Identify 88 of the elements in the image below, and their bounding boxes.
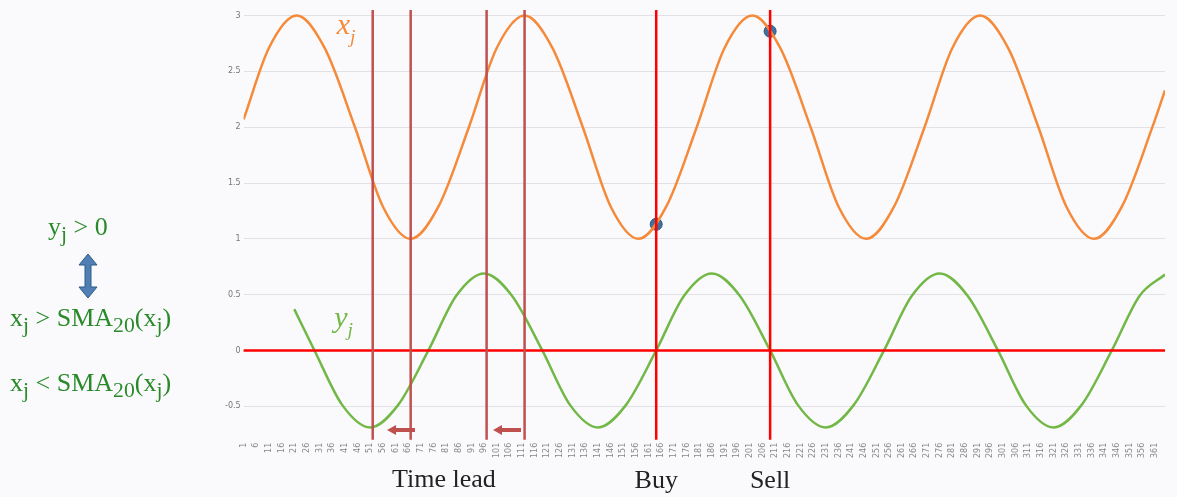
x-tick-label: 286 <box>960 442 970 459</box>
x-tick-label: 151 <box>618 442 628 459</box>
x-tick-label: 166 <box>656 442 666 459</box>
x-tick-label: 66 <box>403 442 413 453</box>
y-tick-label: 2 <box>235 122 241 132</box>
x-tick-label: 76 <box>428 442 438 453</box>
x-tick-label: 231 <box>820 442 830 459</box>
x-tick-label: 171 <box>669 442 679 459</box>
x-tick-label: 241 <box>846 442 856 459</box>
text: y$_{j}$ > 0 <box>48 212 108 248</box>
x-tick-label: 136 <box>580 442 590 459</box>
x-tick-label: 131 <box>567 442 577 459</box>
x-tick-label: 251 <box>871 442 881 459</box>
x-tick-label: 201 <box>744 442 754 459</box>
x-tick-label: 56 <box>377 442 387 453</box>
x-tick-label: 81 <box>441 442 451 453</box>
x-tick-label: 226 <box>808 442 818 459</box>
text: Time lead <box>392 464 496 494</box>
y-tick-label: 1 <box>235 233 241 243</box>
x-tick-label: 356 <box>1137 442 1147 459</box>
x-tick-label: 306 <box>1010 442 1020 459</box>
x-tick-label: 26 <box>301 442 311 453</box>
x-tick-label: 206 <box>757 442 767 459</box>
x-tick-label: 271 <box>922 442 932 459</box>
y-tick-label: 0 <box>235 345 241 355</box>
x-tick-label: 36 <box>327 442 337 453</box>
ref-line-label: Sell <box>749 464 791 494</box>
x-tick-label: 256 <box>884 442 894 459</box>
x-tick-label: 41 <box>339 442 349 453</box>
x-tick-label: 61 <box>390 442 400 453</box>
x-tick-label: 111 <box>517 442 527 459</box>
x-tick-label: 176 <box>681 442 691 459</box>
x-tick-label: 116 <box>529 442 539 459</box>
x-tick-label: 361 <box>1149 442 1159 459</box>
x-tick-label: 196 <box>732 442 742 459</box>
line-series <box>292 272 1165 429</box>
x-tick-label: 31 <box>314 442 324 453</box>
y-tick-label: 3 <box>235 10 241 20</box>
x-tick-label: 86 <box>453 442 463 453</box>
x-tick-label: 281 <box>947 442 957 459</box>
x-tick-label: 341 <box>1099 442 1109 459</box>
x-tick-label: 191 <box>719 442 729 459</box>
x-tick-label: 291 <box>972 442 982 459</box>
x-tick-label: 51 <box>365 442 375 453</box>
x-tick-label: 211 <box>770 442 780 459</box>
x-tick-label: 321 <box>1048 442 1058 459</box>
x-tick-label: 316 <box>1036 442 1046 459</box>
y-tick-label: 0.5 <box>227 289 241 299</box>
x-tick-label: 181 <box>694 442 704 459</box>
x-tick-label: 141 <box>593 442 603 459</box>
x-tick-label: 71 <box>415 442 425 453</box>
x-tick-label: 16 <box>276 442 286 453</box>
x-tick-label: 246 <box>858 442 868 459</box>
y-tick-label: -0.5 <box>225 401 241 411</box>
x-tick-label: 326 <box>1061 442 1071 459</box>
x-tick-label: 6 <box>251 442 261 448</box>
x-tick-label: 331 <box>1074 442 1084 459</box>
ref-line-label: Buy <box>634 464 678 494</box>
line-series <box>243 14 1165 241</box>
x-tick-label: 186 <box>706 442 716 459</box>
x-tick-label: 346 <box>1111 442 1121 459</box>
x-tick-label: 296 <box>985 442 995 459</box>
x-tick-label: 21 <box>289 442 299 453</box>
x-tick-label: 101 <box>491 442 501 459</box>
x-tick-label: 266 <box>909 442 919 459</box>
y-tick-label: 1.5 <box>227 178 241 188</box>
x-tick-label: 236 <box>833 442 843 459</box>
x-tick-label: 91 <box>466 442 476 453</box>
x-tick-label: 221 <box>795 442 805 459</box>
x-tick-label: 216 <box>782 442 792 459</box>
x-tick-label: 161 <box>643 442 653 459</box>
x-tick-label: 156 <box>631 442 641 459</box>
x-tick-label: 11 <box>264 442 273 453</box>
text: x$_{j}$ > SMA$_{20}$(x$_{j}$) <box>10 303 172 339</box>
x-tick-label: 351 <box>1124 442 1134 459</box>
x-tick-label: 121 <box>542 442 552 459</box>
y-tick-label: 2.5 <box>227 66 241 76</box>
x-tick-label: 126 <box>555 442 565 459</box>
text: x$_{j}$ < SMA$_{20}$(x$_{j}$) <box>10 368 172 404</box>
x-tick-label: 146 <box>605 442 615 459</box>
x-tick-label: 301 <box>998 442 1008 459</box>
x-tick-label: 276 <box>934 442 944 459</box>
x-tick-label: 96 <box>479 442 489 453</box>
x-tick-label: 311 <box>1023 442 1033 459</box>
x-tick-label: 106 <box>504 442 514 459</box>
x-tick-label: 261 <box>896 442 906 459</box>
x-tick-label: 46 <box>352 442 362 453</box>
x-tick-label: 336 <box>1086 442 1096 459</box>
